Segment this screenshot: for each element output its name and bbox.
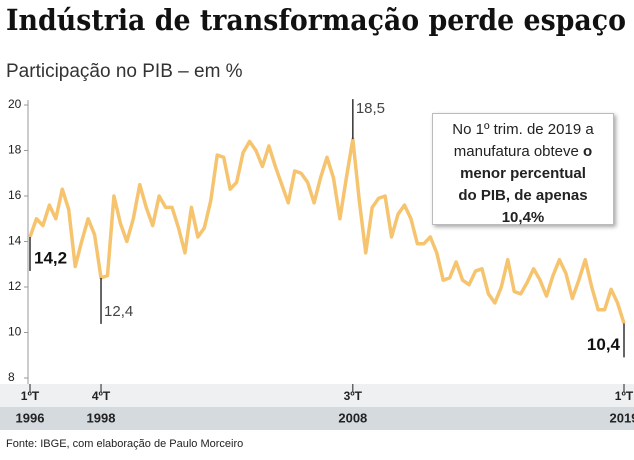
callout-text: No 1º trim. de 2019 a — [452, 121, 594, 138]
x-year-label: 1998 — [87, 410, 116, 425]
y-tick-label: 12 — [8, 279, 22, 293]
year-band — [0, 407, 634, 430]
y-tick-label: 10 — [8, 325, 22, 339]
value-label: 12,4 — [104, 303, 133, 320]
value-label: 18,5 — [356, 100, 385, 117]
callout: No 1º trim. de 2019 a manufatura obteve … — [432, 113, 614, 226]
x-tick-label: 1ºT — [615, 389, 634, 403]
x-tick-label: 1ºT — [21, 389, 40, 403]
source: Fonte: IBGE, com elaboração de Paulo Mor… — [6, 438, 243, 450]
value-label: 14,2 — [34, 248, 67, 267]
callout-text: menor percentual — [460, 165, 586, 182]
chart-title: Indústria de transformação perde espaço — [6, 3, 626, 37]
callout-text: o — [583, 143, 593, 160]
chart-subtitle: Participação no PIB – em % — [6, 61, 243, 82]
callout-text: 10,4% — [501, 209, 545, 226]
x-tick-label: 4ºT — [92, 389, 111, 403]
y-tick-label: 18 — [8, 143, 22, 157]
y-tick-label: 20 — [8, 97, 22, 111]
callout-text: do PIB, de apenas — [458, 187, 588, 204]
value-label: 10,4 — [587, 335, 621, 354]
x-year-label: 2019 — [610, 410, 634, 425]
y-tick-label: 8 — [8, 370, 15, 384]
x-year-label: 2008 — [338, 410, 367, 425]
y-tick-label: 16 — [8, 188, 22, 202]
quarter-band — [0, 384, 634, 407]
y-tick-label: 14 — [8, 234, 22, 248]
data-line — [28, 137, 626, 324]
callout-text: manufatura obteve — [453, 143, 579, 160]
x-tick-label: 3ºT — [344, 389, 363, 403]
x-year-label: 1996 — [16, 410, 45, 425]
